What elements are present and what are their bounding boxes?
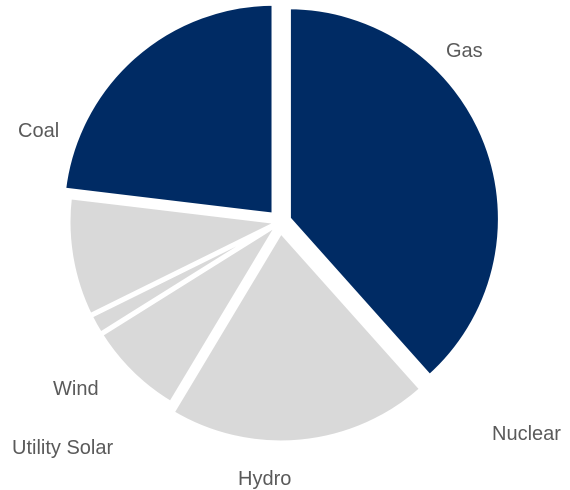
slice-gas xyxy=(285,4,503,380)
pie-slices xyxy=(61,0,503,446)
label-coal: Coal xyxy=(18,120,59,142)
label-utility-solar: Utility Solar xyxy=(12,437,113,459)
pie-labels: Gas Nuclear Hydro Utility Solar Wind Coa… xyxy=(12,40,561,490)
label-nuclear: Nuclear xyxy=(492,423,561,445)
slice-wind xyxy=(65,194,283,319)
slice-coal xyxy=(61,0,277,218)
slice-nuclear xyxy=(169,228,425,446)
label-gas: Gas xyxy=(446,40,483,62)
label-hydro: Hydro xyxy=(238,468,291,490)
label-wind: Wind xyxy=(53,378,99,400)
